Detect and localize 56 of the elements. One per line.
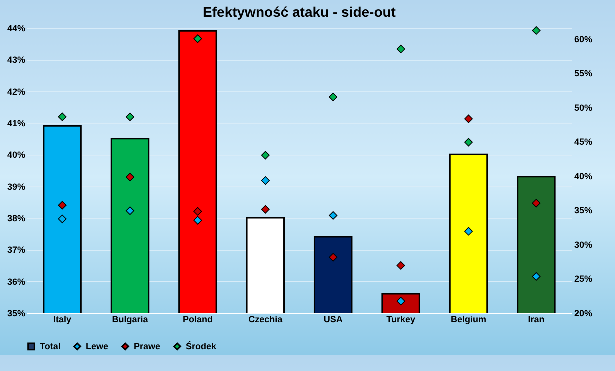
y2-tick-label: 20% xyxy=(574,308,593,318)
y-tick-label: 42% xyxy=(7,86,26,97)
y2-tick-label: 25% xyxy=(574,274,593,284)
y-tick-label: 36% xyxy=(7,276,26,287)
point xyxy=(126,112,135,122)
point xyxy=(58,214,67,224)
y-tick-label: 39% xyxy=(7,182,26,192)
y2-tick-label: 45% xyxy=(574,137,593,148)
point xyxy=(194,216,202,225)
x-tick-label: Iran xyxy=(528,314,545,324)
point xyxy=(329,253,338,262)
point xyxy=(329,211,338,220)
point xyxy=(464,138,474,147)
x-tick-label: Belgium xyxy=(450,314,487,324)
point xyxy=(261,205,270,214)
x-tick-label: Poland xyxy=(182,314,213,324)
legend-label: Total xyxy=(40,342,61,352)
y2-tick-label: 40% xyxy=(574,171,593,182)
point xyxy=(329,92,338,102)
point xyxy=(532,26,541,36)
y2-tick-label: 35% xyxy=(574,206,593,216)
point xyxy=(194,207,202,216)
point xyxy=(261,176,270,186)
point xyxy=(194,34,202,44)
point xyxy=(261,151,270,160)
point xyxy=(58,112,67,122)
point xyxy=(464,227,474,236)
y2-tick-label: 55% xyxy=(574,68,593,79)
x-tick-label: Italy xyxy=(54,314,72,324)
x-tick-label: Turkey xyxy=(386,314,416,324)
point xyxy=(532,272,541,281)
point xyxy=(532,199,541,208)
x-tick-label: USA xyxy=(324,314,344,324)
y2-tick-label: 60% xyxy=(574,34,593,44)
legend-label: Środek xyxy=(186,342,218,352)
y2-tick-label: 50% xyxy=(574,102,593,113)
y-tick-label: 40% xyxy=(7,150,26,160)
y-tick-label: 44% xyxy=(7,24,26,34)
legend-label: Lewe xyxy=(86,342,109,352)
point xyxy=(396,297,406,306)
point xyxy=(464,114,474,124)
point xyxy=(396,44,406,54)
y-tick-label: 35% xyxy=(7,308,26,318)
point xyxy=(126,173,135,182)
point xyxy=(126,206,135,216)
y-tick-label: 37% xyxy=(7,245,26,256)
y2-tick-label: 30% xyxy=(574,240,593,250)
y-tick-label: 41% xyxy=(7,118,26,128)
point xyxy=(396,261,406,270)
x-tick-label: Bulgaria xyxy=(112,314,150,324)
y-tick-label: 43% xyxy=(7,55,26,66)
x-tick-label: Czechia xyxy=(248,314,284,324)
point xyxy=(58,201,67,210)
chart-title: Efektywność ataku - side-out xyxy=(203,4,396,20)
y-tick-label: 38% xyxy=(7,214,26,224)
legend-label: Prawe xyxy=(134,342,161,352)
